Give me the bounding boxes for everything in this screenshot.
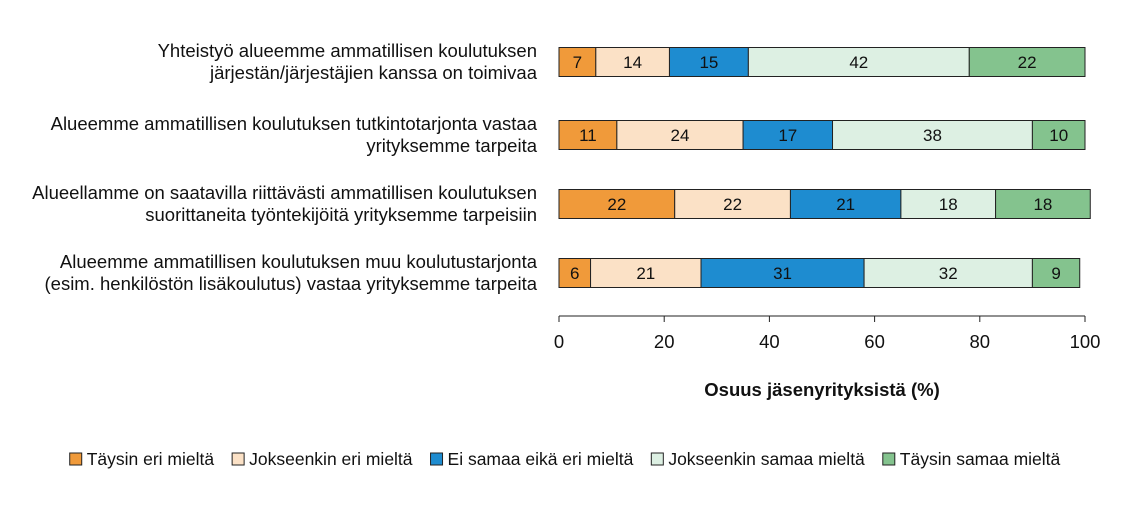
legend-item: Täysin samaa mieltä <box>882 449 1061 469</box>
x-tick-label: 20 <box>654 331 675 352</box>
data-label: 22 <box>1018 53 1037 72</box>
legend-label: Jokseenkin eri mieltä <box>249 449 413 469</box>
data-label: 11 <box>579 126 597 145</box>
data-label: 21 <box>636 264 655 283</box>
data-label: 17 <box>778 126 797 145</box>
category-label-line: (esim. henkilöstön lisäkoulutus) vastaa … <box>45 273 538 294</box>
bar-segment <box>590 258 702 288</box>
category-label: Alueellamme on saatavilla riittävästi am… <box>32 182 537 225</box>
bar-segment <box>674 189 791 219</box>
legend-label: Täysin samaa mieltä <box>900 449 1061 469</box>
bar-segment <box>1031 120 1086 150</box>
category-label-line: järjestän/järjestäjien kanssa on toimiva… <box>209 62 538 83</box>
category-label-line: Alueemme ammatillisen koulutuksen muu ko… <box>60 251 538 272</box>
bar-row: 22 22 21 18 18 <box>558 189 1091 219</box>
category-label-line: Alueemme ammatillisen koulutuksen tutkin… <box>51 113 538 134</box>
legend-swatch <box>69 452 83 466</box>
data-label: 22 <box>607 195 626 214</box>
bar-segment <box>995 189 1091 219</box>
data-label: 18 <box>939 195 958 214</box>
legend: Täysin eri mieltä Jokseenkin eri mieltä Ei… <box>69 449 1061 469</box>
bars: 7 14 15 42 22 11 24 17 38 10 22 22 21 18 18 6 21 31 32 9 <box>558 47 1091 288</box>
bar-row: 11 24 17 38 10 <box>558 120 1086 150</box>
bar-segment <box>558 47 597 77</box>
x-tick-label: 40 <box>759 331 780 352</box>
data-label: 22 <box>723 195 742 214</box>
bar-segment <box>668 47 749 77</box>
legend-label: Täysin eri mieltä <box>87 449 215 469</box>
legend-item: Täysin eri mieltä <box>69 449 215 469</box>
bar-segment <box>700 258 865 288</box>
data-label: 21 <box>836 195 855 214</box>
data-label: 9 <box>1051 264 1060 283</box>
legend-item: Jokseenkin eri mieltä <box>231 449 413 469</box>
x-axis: 0 20 40 60 80 100 <box>554 315 1101 352</box>
data-label: 10 <box>1049 126 1068 145</box>
data-label: 32 <box>939 264 958 283</box>
data-label: 18 <box>1033 195 1052 214</box>
data-label: 31 <box>773 264 792 283</box>
category-label-line: Yhteistyö alueemme ammatillisen koulutuk… <box>158 40 537 61</box>
x-tick-label: 80 <box>970 331 991 352</box>
x-tick-label: 0 <box>554 331 564 352</box>
data-label: 24 <box>671 126 690 145</box>
data-label: 42 <box>849 53 868 72</box>
bar-segment <box>595 47 670 77</box>
legend-swatch <box>430 452 444 466</box>
legend-swatch <box>650 452 664 466</box>
category-label: Alueemme ammatillisen koulutuksen tutkin… <box>51 113 538 156</box>
bar-segment <box>558 258 592 288</box>
category-label: Yhteistyö alueemme ammatillisen koulutuk… <box>158 40 538 83</box>
bar-segment <box>616 120 744 150</box>
data-label: 15 <box>699 53 718 72</box>
legend-item: Jokseenkin samaa mieltä <box>650 449 865 469</box>
x-tick-label: 100 <box>1070 331 1101 352</box>
bar-segment <box>832 120 1033 150</box>
category-label-line: Alueellamme on saatavilla riittävästi am… <box>32 182 537 203</box>
bar-segment <box>1031 258 1081 288</box>
bar-segment <box>789 189 902 219</box>
bar-segment <box>863 258 1033 288</box>
legend-swatch <box>231 452 245 466</box>
legend-swatch <box>882 452 896 466</box>
data-label: 14 <box>623 53 642 72</box>
bar-row: 7 14 15 42 22 <box>558 47 1086 77</box>
bar-segment <box>742 120 834 150</box>
legend-label: Jokseenkin samaa mieltä <box>668 449 865 469</box>
category-label-line: yrityksemme tarpeita <box>366 135 537 156</box>
legend-label: Ei samaa eikä eri mieltä <box>448 449 634 469</box>
bar-segment <box>968 47 1086 77</box>
category-labels: Yhteistyö alueemme ammatillisen koulutuk… <box>32 40 538 294</box>
x-axis-title: Osuus jäsenyrityksistä (%) <box>704 379 939 400</box>
x-tick-label: 60 <box>864 331 885 352</box>
bar-segment <box>900 189 997 219</box>
data-label: 38 <box>923 126 942 145</box>
category-label: Alueemme ammatillisen koulutuksen muu ko… <box>45 251 538 294</box>
bar-segment <box>558 120 618 150</box>
data-label: 7 <box>573 53 582 72</box>
data-label: 6 <box>570 264 579 283</box>
legend-item: Ei samaa eikä eri mieltä <box>430 449 634 469</box>
bar-row: 6 21 31 32 9 <box>558 258 1081 288</box>
category-label-line: suorittaneita työntekijöitä yrityksemme … <box>145 204 537 225</box>
